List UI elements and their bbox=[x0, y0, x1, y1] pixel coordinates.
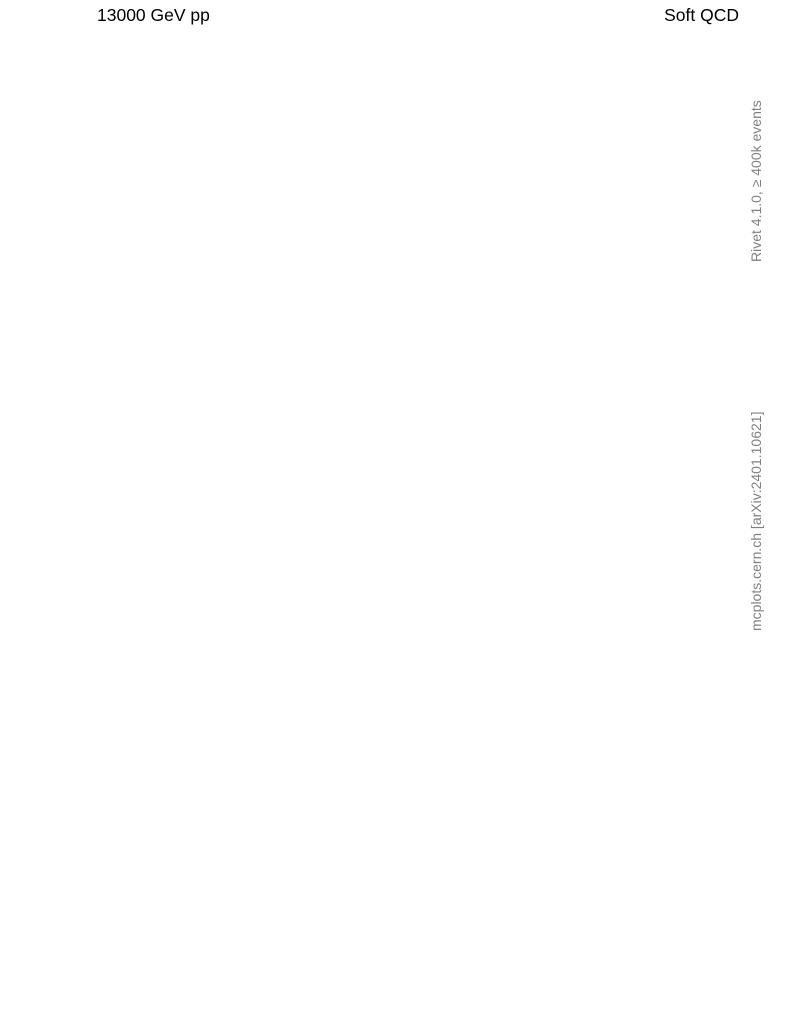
rivet-version-note: Rivet 4.1.0, ≥ 400k events bbox=[748, 100, 764, 262]
process-group-label: Soft QCD bbox=[664, 5, 739, 25]
beam-energy-label: 13000 GeV pp bbox=[97, 5, 210, 25]
mcplots-arxiv-note: mcplots.cern.ch [arXiv:2401.10621] bbox=[748, 411, 764, 631]
